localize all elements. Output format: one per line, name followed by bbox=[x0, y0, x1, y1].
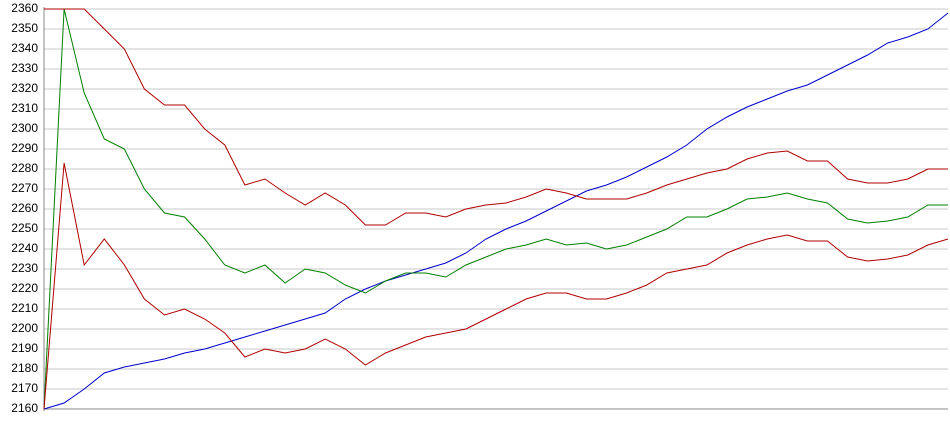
y-tick-label: 2260 bbox=[11, 201, 38, 215]
y-tick-label: 2280 bbox=[11, 161, 38, 175]
series-line bbox=[43, 162, 949, 410]
series-line bbox=[44, 8, 948, 226]
y-tick-label: 2270 bbox=[11, 181, 38, 195]
y-tick-label: 2330 bbox=[11, 61, 38, 75]
series-line bbox=[43, 12, 949, 410]
y-tick-label: 2230 bbox=[11, 261, 38, 275]
y-tick-label: 2340 bbox=[11, 41, 38, 55]
y-tick-label: 2210 bbox=[11, 301, 38, 315]
y-tick-label: 2360 bbox=[11, 1, 38, 15]
y-tick-label: 2250 bbox=[11, 221, 38, 235]
y-tick-label: 2160 bbox=[11, 401, 38, 415]
y-tick-label: 2200 bbox=[11, 321, 38, 335]
y-tick-label: 2320 bbox=[11, 81, 38, 95]
y-tick-label: 2220 bbox=[11, 281, 38, 295]
y-tick-label: 2290 bbox=[11, 141, 38, 155]
y-tick-label: 2170 bbox=[11, 381, 38, 395]
y-tick-label: 2240 bbox=[11, 241, 38, 255]
series-line bbox=[43, 8, 948, 410]
y-tick-label: 2300 bbox=[11, 121, 38, 135]
y-tick-label: 2350 bbox=[11, 21, 38, 35]
y-tick-label: 2180 bbox=[11, 361, 38, 375]
y-tick-label: 2190 bbox=[11, 341, 38, 355]
y-tick-label: 2310 bbox=[11, 101, 38, 115]
